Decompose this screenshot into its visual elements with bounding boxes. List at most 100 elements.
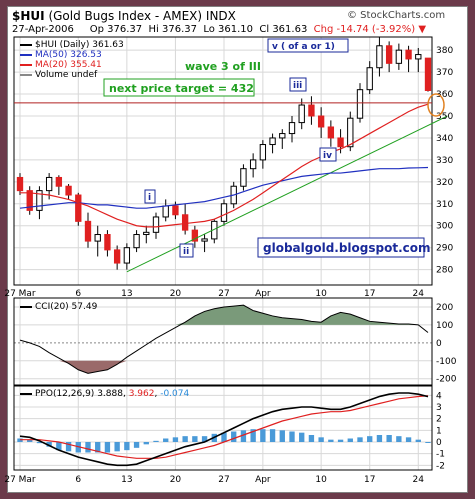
candle-body: [45, 176, 53, 192]
ppo-tick-label: 2: [436, 415, 442, 425]
ppo-hist-value: -0.074: [160, 389, 190, 399]
candle-body: [181, 214, 189, 231]
index-name: (Gold Bugs Index - AMEX) INDX: [48, 9, 236, 23]
ppo-histogram-bar: [104, 442, 111, 453]
ppo-histogram-bar: [27, 439, 33, 442]
ppo-histogram-bar: [367, 436, 373, 442]
ppo-tick-label: 0: [436, 438, 442, 448]
candle-body: [162, 205, 169, 218]
wave-iii-box: [289, 77, 307, 92]
candle-body: [36, 190, 43, 211]
ppo-histogram-bar: [172, 437, 179, 442]
ppo-label: PPO(12,26,9): [35, 389, 95, 399]
ppo-histogram-bar: [405, 437, 412, 442]
x-tick-label: 6: [75, 289, 81, 299]
x-tick-label: 10: [315, 475, 327, 485]
candle-body: [405, 49, 412, 60]
quote-high: Hi 376.37: [148, 24, 197, 35]
cci-tick-label: 0: [436, 339, 442, 349]
ppo-histogram-bar: [260, 429, 266, 442]
candle-body: [424, 57, 432, 91]
target-label: next price target = 432: [109, 82, 254, 95]
wave-i-box: [144, 189, 156, 204]
candle-body: [172, 205, 179, 216]
candle-body: [94, 234, 101, 242]
candle-body: [113, 249, 121, 264]
x-tick-label: 27: [218, 475, 229, 485]
wave-iv-box: [319, 147, 337, 162]
y-tick-label: 350: [436, 112, 453, 122]
candle-body: [104, 234, 111, 251]
quote-close: Cl 361.63: [259, 24, 308, 35]
candle-body: [356, 89, 364, 119]
ppo-histogram-bar: [143, 442, 149, 445]
wave-label: wave 3 of III: [185, 60, 261, 73]
x-tick-label: 10: [315, 289, 327, 299]
x-tick-label: Apr: [255, 289, 271, 299]
x-tick-label: 13: [121, 475, 132, 485]
legend-price: $HUI (Daily) 361.63: [20, 40, 124, 50]
ppo-histogram-bar: [425, 442, 431, 443]
candle-body: [308, 104, 315, 117]
ppo-histogram-bar: [36, 442, 43, 444]
cci-oversold-fill: [20, 360, 428, 374]
ppo-histogram-bar: [386, 435, 392, 442]
ppo-histogram-bar: [337, 439, 344, 442]
candle-body: [298, 104, 305, 124]
candle-body: [327, 126, 335, 139]
cci-tick-label: 100: [436, 321, 453, 331]
ppo-signal-line: [20, 395, 429, 459]
x-tick-label: 27 Mar: [4, 475, 36, 485]
ppo-histogram-bar: [299, 432, 305, 442]
cci-tick-label: -100: [436, 357, 457, 367]
wave-ii-box: [179, 243, 194, 258]
x-tick-label: 27 Mar: [4, 289, 36, 299]
y-tick-label: 280: [436, 266, 453, 276]
y-tick-label: 300: [436, 222, 453, 232]
ppo-histogram-bar: [56, 442, 62, 451]
ma20-line: [20, 103, 429, 228]
candle-body: [288, 122, 296, 135]
x-tick-label: 20: [170, 475, 182, 485]
wave-v-label: v ( of a or 1): [272, 42, 335, 52]
wave-iv-label: iv: [323, 151, 332, 161]
ppo-histogram-bar: [153, 440, 159, 442]
candle-body: [143, 231, 150, 236]
y-tick-label: 360: [436, 90, 453, 100]
candle-body: [152, 216, 160, 233]
x-tick-label: 17: [364, 289, 375, 299]
candle-body: [16, 176, 24, 192]
ppo-histogram-bar: [124, 442, 130, 451]
cci-legend: CCI(20) 57.49: [20, 302, 97, 312]
candle-body: [269, 137, 276, 146]
x-tick-label: 27: [218, 289, 229, 299]
ppo-histogram-bar: [347, 438, 353, 442]
candle-body: [317, 115, 325, 128]
target-circle: [427, 93, 445, 117]
x-tick-label: 20: [170, 289, 182, 299]
ppo-histogram-bar: [182, 436, 188, 442]
candle-body: [395, 49, 403, 64]
ppo-histogram-bar: [415, 439, 421, 442]
ppo-histogram-bar: [95, 442, 101, 453]
candle-body: [75, 194, 82, 222]
candle-body: [26, 190, 33, 211]
cci-tick-label: -200: [436, 375, 457, 385]
legend-ma50: MA(50) 326.53: [20, 50, 124, 60]
ppo-histogram-bar: [318, 437, 324, 442]
y-tick-label: 370: [436, 68, 453, 78]
x-tick-label: 17: [364, 475, 375, 485]
candle-body: [55, 176, 63, 187]
symbol: $HUI: [12, 9, 45, 23]
site-box: [257, 237, 425, 258]
site-label: globalgold.blogspot.com: [263, 241, 431, 255]
ppo-histogram-bar: [133, 442, 140, 448]
ppo-tick-label: -2: [436, 461, 445, 471]
y-tick-label: 310: [436, 200, 453, 210]
candle-body: [415, 54, 422, 60]
candle-body: [84, 220, 92, 242]
ppo-histogram-bar: [85, 442, 91, 453]
ppo-tick-label: -1: [436, 450, 445, 460]
candle-body: [347, 117, 354, 148]
